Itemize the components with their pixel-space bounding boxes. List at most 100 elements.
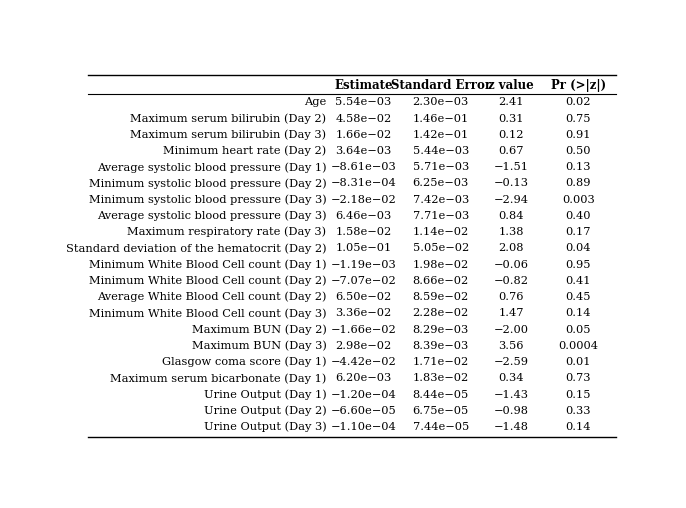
Text: −2.94: −2.94 xyxy=(493,195,529,205)
Text: 0.89: 0.89 xyxy=(565,178,591,188)
Text: Average systolic blood pressure (Day 1): Average systolic blood pressure (Day 1) xyxy=(97,162,327,173)
Text: 1.71e−02: 1.71e−02 xyxy=(412,357,469,367)
Text: 3.56: 3.56 xyxy=(498,341,524,351)
Text: Maximum BUN (Day 3): Maximum BUN (Day 3) xyxy=(191,340,327,351)
Text: 6.50e−02: 6.50e−02 xyxy=(335,292,392,302)
Text: −0.06: −0.06 xyxy=(493,260,529,270)
Text: 8.66e−02: 8.66e−02 xyxy=(412,276,469,286)
Text: −1.10e−04: −1.10e−04 xyxy=(331,422,397,432)
Text: 1.05e−01: 1.05e−01 xyxy=(335,243,392,253)
Text: 0.45: 0.45 xyxy=(565,292,591,302)
Text: 0.05: 0.05 xyxy=(565,325,591,335)
Text: 0.95: 0.95 xyxy=(565,260,591,270)
Text: Standard deviation of the hematocrit (Day 2): Standard deviation of the hematocrit (Da… xyxy=(66,243,327,253)
Text: −1.20e−04: −1.20e−04 xyxy=(331,390,397,399)
Text: Urine Output (Day 1): Urine Output (Day 1) xyxy=(204,389,327,400)
Text: −2.00: −2.00 xyxy=(493,325,529,335)
Text: 0.003: 0.003 xyxy=(562,195,595,205)
Text: 0.14: 0.14 xyxy=(565,422,591,432)
Text: 8.44e−05: 8.44e−05 xyxy=(412,390,469,399)
Text: −1.43: −1.43 xyxy=(493,390,529,399)
Text: 5.71e−03: 5.71e−03 xyxy=(412,162,469,172)
Text: Minimum White Blood Cell count (Day 1): Minimum White Blood Cell count (Day 1) xyxy=(89,260,327,270)
Text: 2.30e−03: 2.30e−03 xyxy=(412,98,469,107)
Text: −0.82: −0.82 xyxy=(493,276,529,286)
Text: 6.25e−03: 6.25e−03 xyxy=(412,178,469,188)
Text: Standard Error: Standard Error xyxy=(390,79,490,92)
Text: Minimum White Blood Cell count (Day 3): Minimum White Blood Cell count (Day 3) xyxy=(89,308,327,319)
Text: 0.75: 0.75 xyxy=(565,114,591,123)
Text: Urine Output (Day 3): Urine Output (Day 3) xyxy=(204,422,327,432)
Text: Minimum heart rate (Day 2): Minimum heart rate (Day 2) xyxy=(163,146,327,156)
Text: −1.66e−02: −1.66e−02 xyxy=(331,325,397,335)
Text: −2.59: −2.59 xyxy=(493,357,529,367)
Text: 0.40: 0.40 xyxy=(565,211,591,221)
Text: 6.46e−03: 6.46e−03 xyxy=(335,211,392,221)
Text: Minimum systolic blood pressure (Day 2): Minimum systolic blood pressure (Day 2) xyxy=(89,178,327,189)
Text: −7.07e−02: −7.07e−02 xyxy=(331,276,397,286)
Text: −8.31e−04: −8.31e−04 xyxy=(331,178,397,188)
Text: Maximum serum bilirubin (Day 2): Maximum serum bilirubin (Day 2) xyxy=(130,113,327,124)
Text: 5.54e−03: 5.54e−03 xyxy=(335,98,392,107)
Text: 0.41: 0.41 xyxy=(565,276,591,286)
Text: 0.01: 0.01 xyxy=(565,357,591,367)
Text: 1.47: 1.47 xyxy=(498,308,524,319)
Text: Urine Output (Day 2): Urine Output (Day 2) xyxy=(204,405,327,416)
Text: 8.29e−03: 8.29e−03 xyxy=(412,325,469,335)
Text: 5.44e−03: 5.44e−03 xyxy=(412,146,469,156)
Text: 1.66e−02: 1.66e−02 xyxy=(335,130,392,140)
Text: 6.20e−03: 6.20e−03 xyxy=(335,373,392,384)
Text: Glasgow coma score (Day 1): Glasgow coma score (Day 1) xyxy=(162,357,327,367)
Text: 0.02: 0.02 xyxy=(565,98,591,107)
Text: Estimate: Estimate xyxy=(334,79,393,92)
Text: 0.31: 0.31 xyxy=(498,114,524,123)
Text: 0.91: 0.91 xyxy=(565,130,591,140)
Text: Maximum BUN (Day 2): Maximum BUN (Day 2) xyxy=(191,324,327,335)
Text: 3.36e−02: 3.36e−02 xyxy=(335,308,392,319)
Text: 1.38: 1.38 xyxy=(498,227,524,237)
Text: 7.44e−05: 7.44e−05 xyxy=(412,422,469,432)
Text: 8.39e−03: 8.39e−03 xyxy=(412,341,469,351)
Text: −4.42e−02: −4.42e−02 xyxy=(331,357,397,367)
Text: 0.0004: 0.0004 xyxy=(558,341,598,351)
Text: Maximum respiratory rate (Day 3): Maximum respiratory rate (Day 3) xyxy=(128,227,327,237)
Text: 7.71e−03: 7.71e−03 xyxy=(412,211,469,221)
Text: 0.67: 0.67 xyxy=(498,146,524,156)
Text: 0.13: 0.13 xyxy=(565,162,591,172)
Text: Minimum systolic blood pressure (Day 3): Minimum systolic blood pressure (Day 3) xyxy=(89,195,327,205)
Text: 0.76: 0.76 xyxy=(498,292,524,302)
Text: −1.19e−03: −1.19e−03 xyxy=(331,260,397,270)
Text: 1.98e−02: 1.98e−02 xyxy=(412,260,469,270)
Text: z value: z value xyxy=(488,79,534,92)
Text: 1.46e−01: 1.46e−01 xyxy=(412,114,469,123)
Text: Minimum White Blood Cell count (Day 2): Minimum White Blood Cell count (Day 2) xyxy=(89,276,327,286)
Text: 6.75e−05: 6.75e−05 xyxy=(412,406,469,416)
Text: −1.48: −1.48 xyxy=(493,422,529,432)
Text: 4.58e−02: 4.58e−02 xyxy=(335,114,392,123)
Text: 5.05e−02: 5.05e−02 xyxy=(412,243,469,253)
Text: Age: Age xyxy=(305,98,327,107)
Text: Maximum serum bilirubin (Day 3): Maximum serum bilirubin (Day 3) xyxy=(130,130,327,140)
Text: 0.04: 0.04 xyxy=(565,243,591,253)
Text: 0.33: 0.33 xyxy=(565,406,591,416)
Text: 0.14: 0.14 xyxy=(565,308,591,319)
Text: 2.98e−02: 2.98e−02 xyxy=(335,341,392,351)
Text: −8.61e−03: −8.61e−03 xyxy=(331,162,397,172)
Text: Pr (>|z|): Pr (>|z|) xyxy=(551,79,606,92)
Text: −0.13: −0.13 xyxy=(493,178,529,188)
Text: 1.14e−02: 1.14e−02 xyxy=(412,227,469,237)
Text: 0.15: 0.15 xyxy=(565,390,591,399)
Text: Average systolic blood pressure (Day 3): Average systolic blood pressure (Day 3) xyxy=(97,211,327,221)
Text: 0.34: 0.34 xyxy=(498,373,524,384)
Text: 3.64e−03: 3.64e−03 xyxy=(335,146,392,156)
Text: 2.08: 2.08 xyxy=(498,243,524,253)
Text: 0.73: 0.73 xyxy=(565,373,591,384)
Text: 1.83e−02: 1.83e−02 xyxy=(412,373,469,384)
Text: 0.84: 0.84 xyxy=(498,211,524,221)
Text: 7.42e−03: 7.42e−03 xyxy=(412,195,469,205)
Text: 0.50: 0.50 xyxy=(565,146,591,156)
Text: 1.42e−01: 1.42e−01 xyxy=(412,130,469,140)
Text: 0.12: 0.12 xyxy=(498,130,524,140)
Text: 8.59e−02: 8.59e−02 xyxy=(412,292,469,302)
Text: 1.58e−02: 1.58e−02 xyxy=(335,227,392,237)
